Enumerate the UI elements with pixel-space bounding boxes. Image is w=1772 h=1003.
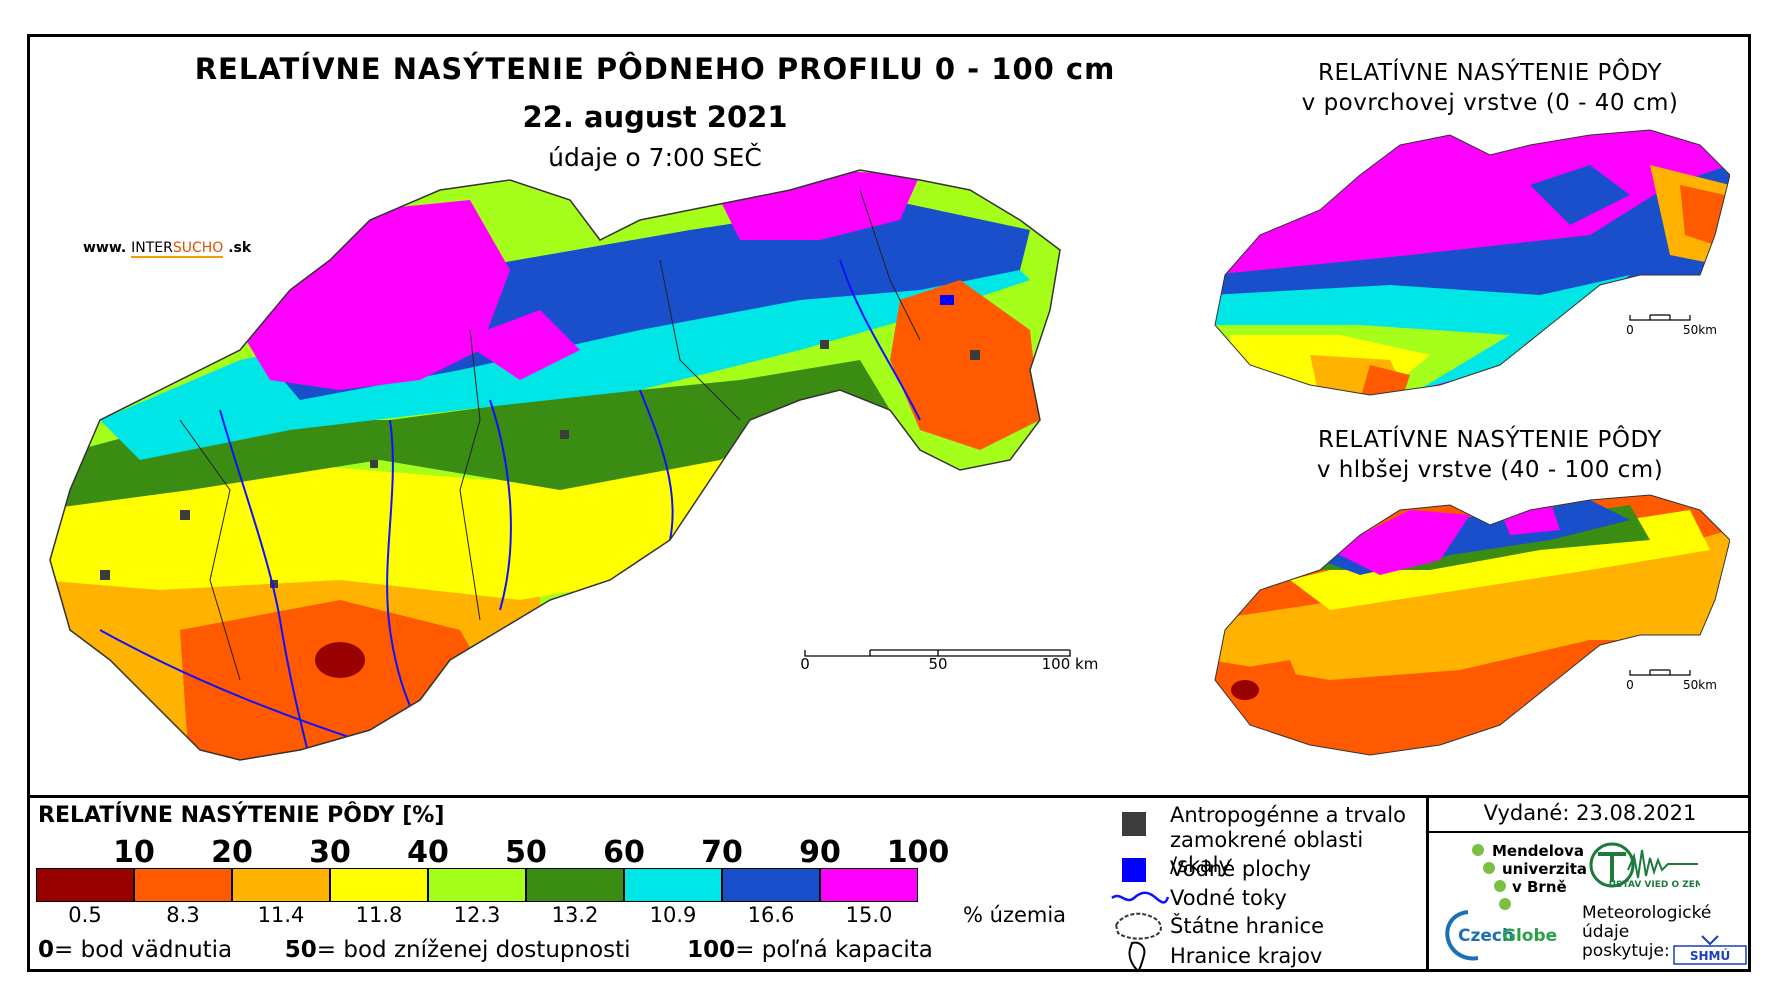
legend-swatch bbox=[722, 868, 820, 902]
legend-class-bound: 100 bbox=[886, 835, 950, 870]
legend-swatch bbox=[232, 868, 330, 902]
mendel-dot-icon bbox=[1472, 844, 1484, 856]
legend-rivers-label: Vodné toky bbox=[1170, 886, 1287, 910]
legend-swatch bbox=[526, 868, 624, 902]
legend-swatch bbox=[428, 868, 526, 902]
map-symbol-icons bbox=[1111, 812, 1170, 973]
bottom-scale-50: 50km bbox=[1683, 678, 1717, 692]
legend-class-bound: 40 bbox=[407, 835, 449, 870]
legend-area-percent: 0.5 bbox=[68, 903, 102, 927]
legend-swatch bbox=[36, 868, 134, 902]
website-brand-b: SUCHO bbox=[172, 240, 224, 256]
legend-area-percent: 10.9 bbox=[649, 903, 697, 927]
legend-area-percent: 11.8 bbox=[355, 903, 403, 927]
definition-50-value: 50 bbox=[284, 937, 317, 963]
legend-panel bbox=[27, 795, 1751, 972]
website-brand: INTERSUCHO bbox=[131, 240, 224, 258]
legend-class-bound: 10 bbox=[113, 835, 155, 870]
mendel-logo-line1: Mendelova bbox=[1492, 842, 1585, 860]
legend-area-percent: 12.3 bbox=[453, 903, 501, 927]
mendel-logo-line2: univerzita bbox=[1502, 860, 1588, 878]
legend-divider bbox=[1426, 798, 1429, 972]
website-brand-a: INTER bbox=[131, 240, 173, 256]
bottom-inset-map: 0 50km bbox=[1214, 494, 1730, 756]
main-scale-0: 0 bbox=[800, 655, 810, 673]
mendel-logo-line3: v Brně bbox=[1512, 878, 1567, 896]
legend-swatch bbox=[624, 868, 722, 902]
main-map-time: údaje o 7:00 SEČ bbox=[548, 143, 762, 172]
website-label: www. INTERSUCHO .sk bbox=[83, 240, 252, 258]
main-map-date: 22. august 2021 bbox=[522, 100, 788, 134]
legend-area-percent: 16.6 bbox=[747, 903, 795, 927]
legend-definitions: 0= bod vädnutia 50= bod zníženej dostupn… bbox=[38, 937, 933, 963]
uvoz-logo: ÚSTAV VIED O ZEMI bbox=[1589, 842, 1700, 890]
legend-area-percent: 11.4 bbox=[257, 903, 305, 927]
mendel-dot-icon bbox=[1499, 898, 1511, 910]
state-border-icon bbox=[1114, 912, 1162, 940]
main-scale-bar: 0 50 100 km bbox=[800, 649, 1099, 673]
legend-area-percent: 8.3 bbox=[166, 903, 200, 927]
legend-title: RELATÍVNE NASÝTENIE PÔDY [%] bbox=[38, 803, 445, 828]
bottom-inset-scale-bar: 0 50km bbox=[1626, 669, 1717, 692]
bottom-inset-title: RELATÍVNE NASÝTENIE PÔDY v hlbšej vrstve… bbox=[1240, 425, 1740, 485]
definition-100-text: = poľná kapacita bbox=[735, 937, 933, 963]
uvoz-logo-text: ÚSTAV VIED O ZEMI bbox=[1609, 878, 1700, 890]
legend-area-percent: 13.2 bbox=[551, 903, 599, 927]
top-scale-0: 0 bbox=[1626, 323, 1634, 337]
legend-urban-label: Antropogénne a trvalo zamokrené oblasti … bbox=[1170, 803, 1406, 877]
website-suffix: .sk bbox=[228, 240, 252, 256]
definition-0-value: 0 bbox=[38, 937, 55, 963]
legend-swatch bbox=[134, 868, 232, 902]
shmu-logo: SHMÚ bbox=[1673, 935, 1747, 965]
legend-class-bound: 90 bbox=[799, 835, 841, 870]
bottom-inset-title-line1: RELATÍVNE NASÝTENIE PÔDY bbox=[1318, 427, 1662, 453]
legend-swatch bbox=[820, 868, 918, 902]
mendel-dot-icon bbox=[1483, 862, 1495, 874]
urban-area-icon bbox=[1122, 812, 1146, 836]
issued-date: Vydané: 23.08.2021 bbox=[1483, 801, 1697, 825]
legend-class-bound: 20 bbox=[211, 835, 253, 870]
shmu-logo-text: SHMÚ bbox=[1690, 948, 1730, 963]
definition-50-text: = bod zníženej dostupnosti bbox=[316, 937, 631, 963]
czechglobe-logo-text-a: Czech bbox=[1458, 926, 1514, 946]
legend-area-unit: % územia bbox=[963, 903, 1067, 927]
main-scale-100: 100 km bbox=[1042, 655, 1099, 673]
issued-divider bbox=[1429, 831, 1751, 833]
top-inset-title-line1: RELATÍVNE NASÝTENIE PÔDY bbox=[1318, 60, 1662, 86]
legend-class-bound: 30 bbox=[309, 835, 351, 870]
water-body-icon bbox=[1122, 858, 1146, 882]
legend-class-bound: 50 bbox=[505, 835, 547, 870]
legend-water-label: Vodné plochy bbox=[1170, 857, 1312, 881]
top-inset-title-line2: v povrchovej vrstve (0 - 40 cm) bbox=[1301, 90, 1679, 116]
mendel-dot-icon bbox=[1494, 880, 1506, 892]
website-prefix: www. bbox=[83, 240, 127, 256]
legend-class-bound: 60 bbox=[603, 835, 645, 870]
top-scale-50: 50km bbox=[1683, 323, 1717, 337]
legend-area-percent: 15.0 bbox=[845, 903, 893, 927]
main-map-title: RELATÍVNE NASÝTENIE PÔDNEHO PROFILU 0 - … bbox=[194, 52, 1116, 86]
czechglobe-logo-text-b: Globe bbox=[1502, 926, 1557, 946]
top-inset-scale-bar: 0 50km bbox=[1626, 314, 1717, 337]
definition-0-text: = bod vädnutia bbox=[54, 937, 233, 963]
top-inset-map: 0 50km bbox=[1214, 129, 1730, 396]
main-scale-50: 50 bbox=[928, 655, 947, 673]
region-border-icon bbox=[1128, 941, 1146, 973]
legend-swatch bbox=[330, 868, 428, 902]
legend-borders-label: Štátne hranice bbox=[1170, 914, 1324, 938]
shmu-credit-text: Meteorologické údaje poskytuje: bbox=[1582, 903, 1712, 961]
legend-class-bound: 70 bbox=[701, 835, 743, 870]
legend-regions-label: Hranice krajov bbox=[1170, 944, 1323, 968]
bottom-inset-title-line2: v hlbšej vrstve (40 - 100 cm) bbox=[1316, 457, 1664, 483]
top-inset-title: RELATÍVNE NASÝTENIE PÔDY v povrchovej vr… bbox=[1240, 58, 1740, 118]
bottom-scale-0: 0 bbox=[1626, 678, 1634, 692]
river-icon bbox=[1111, 891, 1170, 904]
main-map: 0 50 100 km bbox=[49, 169, 1099, 761]
definition-100-value: 100 bbox=[687, 937, 736, 963]
czechglobe-logo: Czech Globe bbox=[1445, 910, 1557, 961]
